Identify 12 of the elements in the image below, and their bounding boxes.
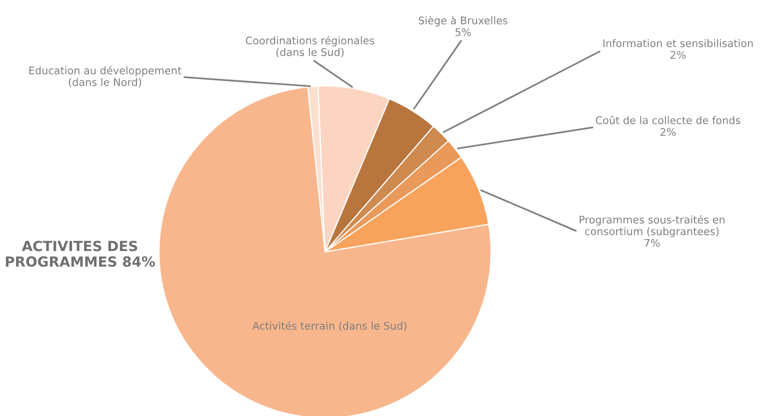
data-label: 5%	[456, 28, 471, 36]
data-label: 2%	[670, 50, 686, 59]
slice-label: Coût de la collecte de fonds	[596, 116, 740, 124]
text: ACTIVITES DES PROGRAMMES 84%	[6, 240, 155, 267]
data-label: 2%	[660, 128, 676, 136]
slice-label: Activités terrain (dans le Sud)	[252, 321, 406, 331]
slice-label: Programmes sous-traités en consortium (subgrantees)	[580, 215, 724, 238]
slice-label: Information et sensibilisation	[603, 39, 753, 48]
data-label: 7%	[644, 239, 660, 247]
slice-label: Coordinations régionales (dans le Sud)	[246, 36, 374, 58]
slice-label: Siège à Bruxelles	[418, 16, 508, 26]
slice-label: Education au développement (dans le Nord)	[29, 66, 182, 88]
